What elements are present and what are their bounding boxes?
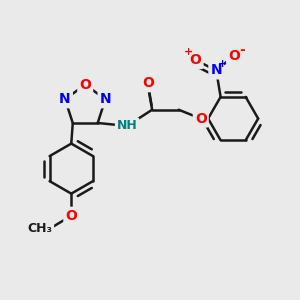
Text: O: O [65, 209, 77, 223]
Text: O: O [195, 112, 207, 126]
Text: +: + [218, 59, 227, 69]
Text: N: N [210, 63, 222, 77]
Text: O: O [228, 49, 240, 63]
Text: O: O [190, 53, 202, 67]
Text: -: - [239, 43, 245, 57]
Text: CH₃: CH₃ [28, 223, 53, 236]
Text: N: N [59, 92, 71, 106]
Text: +: + [184, 47, 193, 57]
Text: N: N [100, 92, 111, 106]
Text: NH: NH [117, 119, 137, 132]
Text: O: O [142, 76, 154, 90]
Text: O: O [79, 78, 91, 92]
